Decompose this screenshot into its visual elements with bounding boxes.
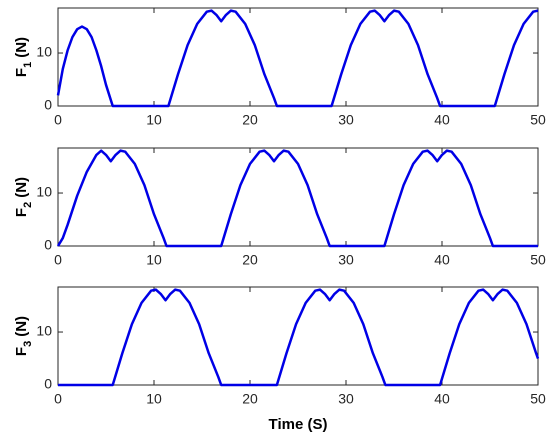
- y-tick-label: 0: [44, 97, 52, 113]
- y-label-unit: (N): [13, 37, 30, 58]
- y-label-sub: 3: [22, 341, 34, 347]
- x-tick-label: 30: [338, 252, 354, 268]
- y-label-sub: 2: [22, 202, 34, 208]
- x-tick-label: 20: [242, 112, 258, 128]
- x-tick-label: 0: [54, 391, 62, 407]
- data-line: [56, 149, 538, 248]
- y-label-sub: 1: [22, 62, 34, 68]
- x-tick-label: 20: [242, 252, 258, 268]
- x-tick-label: 50: [530, 112, 546, 128]
- x-tick-label: 10: [146, 112, 162, 128]
- x-tick-label: 30: [338, 391, 354, 407]
- x-tick-label: 10: [146, 252, 162, 268]
- x-tick-label: 40: [434, 252, 450, 268]
- y-tick-label: 0: [44, 376, 52, 392]
- y-label-main: F: [13, 68, 30, 77]
- x-axis-label: Time (S): [269, 416, 328, 433]
- axes-box: [57, 286, 539, 386]
- x-tick-label: 10: [146, 391, 162, 407]
- y-axis-label: F1 (N): [13, 37, 34, 77]
- x-tick-label: 40: [434, 112, 450, 128]
- y-axis-label: F3 (N): [13, 316, 34, 356]
- y-label-main: F: [13, 208, 30, 217]
- y-label-unit: (N): [13, 316, 30, 337]
- y-axis-label: F2 (N): [13, 177, 34, 217]
- data-line: [56, 9, 539, 108]
- x-tick-label: 40: [434, 391, 450, 407]
- data-line: [58, 288, 540, 387]
- x-tick-label: 50: [530, 252, 546, 268]
- y-tick-label: 10: [36, 44, 52, 60]
- x-tick-label: 0: [54, 112, 62, 128]
- x-tick-label: 50: [530, 391, 546, 407]
- axes-box: [57, 7, 539, 107]
- x-tick-label: 30: [338, 112, 354, 128]
- y-tick-label: 10: [36, 184, 52, 200]
- y-tick-label: 0: [44, 237, 52, 253]
- x-tick-label: 0: [54, 252, 62, 268]
- y-tick-label: 10: [36, 323, 52, 339]
- x-tick-label: 20: [242, 391, 258, 407]
- y-label-unit: (N): [13, 177, 30, 198]
- y-label-main: F: [13, 347, 30, 356]
